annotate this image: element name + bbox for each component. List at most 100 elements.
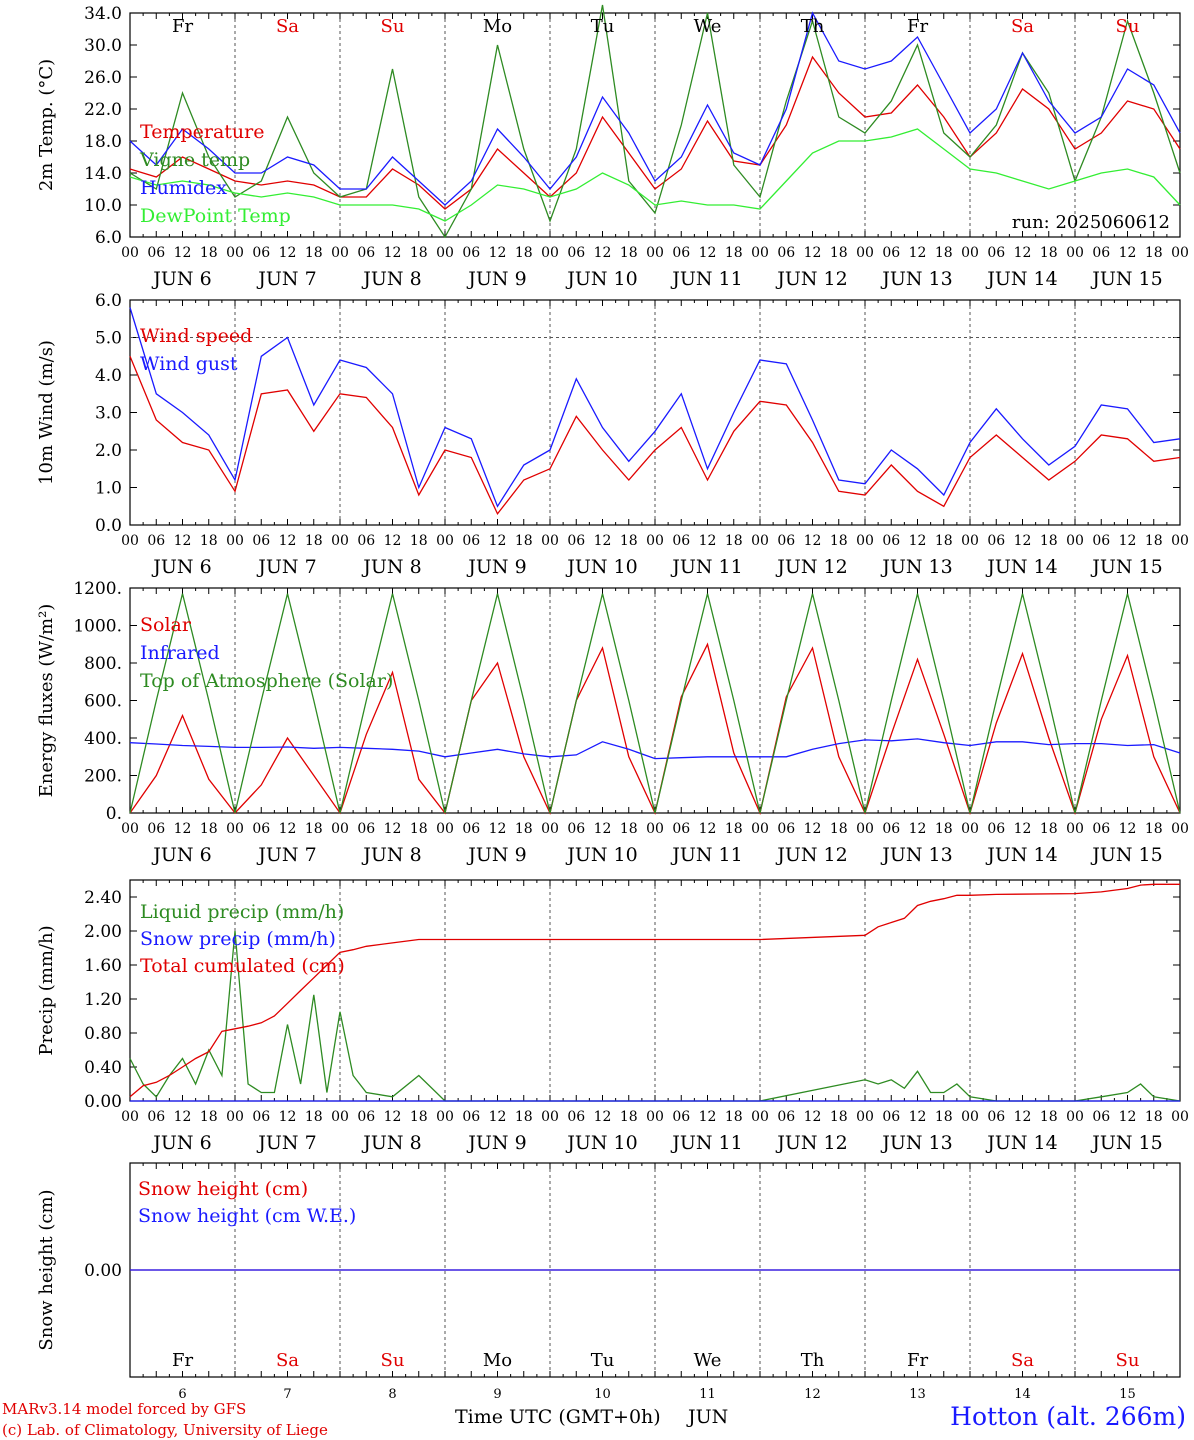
day-number-label: 12 — [804, 1387, 821, 1402]
day-label: JUN 14 — [985, 844, 1057, 866]
hour-tick-label: 06 — [357, 821, 375, 837]
hour-tick-label: 18 — [1040, 1109, 1058, 1125]
hour-tick-label: 18 — [830, 821, 848, 837]
day-label: JUN 12 — [775, 1132, 847, 1154]
y-tick-label: 2.40 — [84, 888, 122, 908]
hour-tick-label: 18 — [830, 1109, 848, 1125]
weekday-label-top: We — [694, 16, 722, 37]
hour-tick-label: 12 — [489, 1109, 507, 1125]
time-axis-label: Time UTC (GMT+0h) — [455, 1406, 661, 1428]
hour-tick-label: 00 — [331, 1109, 349, 1125]
day-label: JUN 12 — [775, 268, 847, 290]
legend-entry: Top of Atmosphere (Solar) — [140, 670, 393, 692]
hour-tick-label: 12 — [174, 533, 192, 549]
hour-tick-label: 00 — [1171, 245, 1189, 261]
y-tick-label: 6.0 — [95, 291, 122, 311]
day-label: JUN 14 — [985, 556, 1057, 578]
hour-tick-label: 18 — [305, 245, 323, 261]
y-tick-label: 4.0 — [95, 366, 122, 386]
weekday-label-bottom: We — [694, 1350, 722, 1371]
hour-tick-label: 00 — [121, 821, 139, 837]
hour-tick-label: 06 — [147, 821, 165, 837]
hour-tick-label: 06 — [777, 533, 795, 549]
hour-tick-label: 12 — [804, 245, 822, 261]
hour-tick-label: 06 — [987, 533, 1005, 549]
y-tick-label: 0.00 — [84, 1261, 122, 1281]
hour-tick-label: 18 — [305, 533, 323, 549]
hour-tick-label: 00 — [541, 1109, 559, 1125]
hour-tick-label: 18 — [305, 821, 323, 837]
hour-tick-label: 00 — [121, 245, 139, 261]
y-tick-label: 0.40 — [84, 1058, 122, 1078]
hour-tick-label: 00 — [961, 1109, 979, 1125]
hour-tick-label: 18 — [935, 245, 953, 261]
hour-tick-label: 00 — [331, 821, 349, 837]
y-tick-label: 26.0 — [84, 68, 122, 88]
day-label: JUN 6 — [151, 844, 211, 866]
day-label: JUN 6 — [151, 268, 211, 290]
weekday-label-bottom: Th — [801, 1350, 825, 1371]
y-tick-label: 5.0 — [95, 329, 122, 349]
hour-tick-label: 00 — [436, 1109, 454, 1125]
hour-tick-label: 06 — [147, 1109, 165, 1125]
hour-tick-label: 00 — [436, 821, 454, 837]
hour-tick-label: 00 — [751, 1109, 769, 1125]
series-wind-gust — [129, 307, 1181, 508]
hour-tick-label: 12 — [594, 533, 612, 549]
day-label: JUN 10 — [565, 268, 637, 290]
day-number-label: 11 — [699, 1387, 716, 1402]
y-tick-label: 3.0 — [95, 404, 122, 424]
hour-tick-label: 00 — [646, 821, 664, 837]
hour-tick-label: 12 — [384, 533, 402, 549]
hour-tick-label: 06 — [567, 1109, 585, 1125]
hour-tick-label: 06 — [987, 1109, 1005, 1125]
day-number-label: 15 — [1119, 1387, 1136, 1402]
hour-tick-label: 00 — [541, 821, 559, 837]
hour-tick-label: 12 — [699, 821, 717, 837]
day-label: JUN 9 — [466, 556, 526, 578]
hour-tick-label: 12 — [279, 1109, 297, 1125]
day-label: JUN 12 — [775, 556, 847, 578]
hour-tick-label: 18 — [620, 1109, 638, 1125]
hour-tick-label: 00 — [1066, 1109, 1084, 1125]
hour-tick-label: 18 — [515, 245, 533, 261]
hour-tick-label: 00 — [331, 245, 349, 261]
hour-tick-label: 12 — [1119, 533, 1137, 549]
hour-tick-label: 00 — [226, 245, 244, 261]
hour-tick-label: 12 — [804, 1109, 822, 1125]
hour-tick-label: 18 — [830, 533, 848, 549]
hour-tick-label: 12 — [804, 821, 822, 837]
y-tick-label: 0.80 — [84, 1024, 122, 1044]
hour-tick-label: 06 — [462, 245, 480, 261]
hour-tick-label: 12 — [594, 821, 612, 837]
hour-tick-label: 00 — [121, 533, 139, 549]
day-label: JUN 9 — [466, 268, 526, 290]
hour-tick-label: 06 — [987, 821, 1005, 837]
hour-tick-label: 18 — [200, 533, 218, 549]
y-axis-title: 2m Temp. (°C) — [36, 59, 57, 191]
weekday-label-bottom: Mo — [483, 1350, 512, 1371]
day-label: JUN 9 — [466, 1132, 526, 1154]
day-number-label: 6 — [178, 1387, 186, 1402]
hour-tick-label: 06 — [462, 533, 480, 549]
hour-tick-label: 06 — [672, 533, 690, 549]
hour-tick-label: 00 — [961, 245, 979, 261]
y-tick-label: 1.20 — [84, 990, 122, 1010]
day-label: JUN 8 — [361, 556, 421, 578]
hour-tick-label: 06 — [672, 1109, 690, 1125]
hour-tick-label: 00 — [751, 533, 769, 549]
hour-tick-label: 18 — [935, 533, 953, 549]
day-label: JUN 15 — [1090, 844, 1162, 866]
y-tick-label: 0.00 — [84, 1092, 122, 1112]
legend-entry: Liquid precip (mm/h) — [140, 901, 344, 923]
series-infrared — [129, 738, 1181, 760]
day-label: JUN 6 — [151, 556, 211, 578]
hour-tick-label: 18 — [1145, 821, 1163, 837]
series-wind-speed — [129, 356, 1181, 516]
y-tick-label: 600. — [84, 692, 122, 712]
hour-tick-label: 00 — [331, 533, 349, 549]
hour-tick-label: 06 — [252, 533, 270, 549]
y-axis-title: Precip (mm/h) — [36, 925, 57, 1055]
day-number-label: 8 — [388, 1387, 396, 1402]
